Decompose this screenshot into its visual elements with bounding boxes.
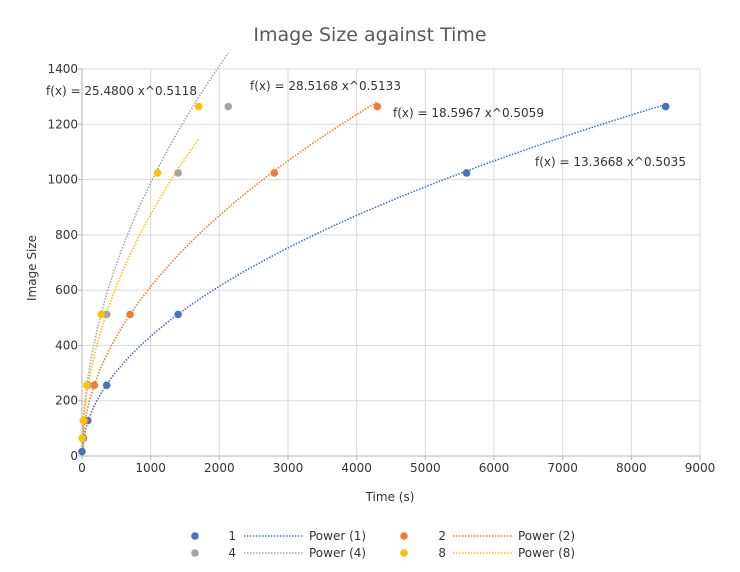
data-point-series-1 — [102, 381, 111, 390]
legend-trend-label-8: Power (8) — [518, 546, 575, 560]
data-point-series-1 — [462, 169, 471, 177]
data-point-series-2 — [126, 310, 134, 319]
data-point-series-4 — [102, 310, 111, 319]
data-point-series-8 — [153, 169, 162, 177]
data-point-series-2 — [270, 169, 279, 177]
chart-title: Image Size against Time — [253, 24, 486, 46]
data-point-series-4 — [174, 169, 182, 177]
y-tick-label: 200 — [55, 394, 78, 408]
legend-label-4: 4 — [228, 546, 236, 560]
trendline-8 — [81, 138, 200, 452]
trend-equation-4: f(x) = 28.5168 x^0.5133 — [250, 79, 401, 93]
legend-label-2: 2 — [438, 529, 446, 543]
trend-equation-2: f(x) = 18.5967 x^0.5059 — [393, 106, 544, 120]
axes — [78, 68, 701, 460]
trendline-2 — [81, 101, 378, 453]
legend-marker-1 — [191, 532, 199, 540]
data-point-series-2 — [90, 381, 99, 390]
tick-labels: 0 1000 2000 3000 4000 5000 6000 7000 8000 9000 0 20… — [47, 62, 715, 475]
legend-marker-2 — [400, 532, 408, 540]
x-tick-label: 4000 — [341, 461, 372, 475]
x-tick-label: 2000 — [204, 461, 235, 475]
x-tick-label: 0 — [78, 461, 86, 475]
y-tick-label: 400 — [55, 338, 78, 352]
trend-equations: f(x) = 13.3668 x^0.5035 f(x) = 18.5967 x^… — [46, 79, 686, 169]
legend-marker-8 — [400, 549, 408, 557]
legend-trend-label-2: Power (2) — [518, 529, 575, 543]
data-point-series-8 — [97, 310, 106, 319]
legend: 1 Power (1) 2 Power (2) 4 Power (4) 8 Power (8) — [191, 529, 575, 560]
data-point-series-4 — [224, 102, 233, 111]
x-tick-label: 6000 — [479, 461, 510, 475]
data-point-series-8 — [194, 102, 203, 111]
trendline-4 — [81, 52, 229, 451]
y-tick-label: 0 — [70, 449, 78, 463]
data-point-series-1 — [174, 310, 182, 319]
trend-equation-1: f(x) = 13.3668 x^0.5035 — [535, 155, 686, 169]
y-axis-label: Image Size — [25, 235, 39, 301]
legend-trend-label-1: Power (1) — [309, 529, 366, 543]
y-tick-label: 1400 — [47, 62, 78, 76]
x-tick-label: 9000 — [685, 461, 716, 475]
x-axis-label: Time (s) — [365, 490, 415, 504]
legend-label-1: 1 — [228, 529, 236, 543]
x-tick-label: 3000 — [273, 461, 304, 475]
x-tick-label: 5000 — [410, 461, 441, 475]
data-point-series-2 — [373, 102, 382, 111]
trendlines — [81, 52, 666, 454]
y-tick-label: 600 — [55, 283, 78, 297]
data-point-series-8 — [83, 381, 91, 390]
y-tick-label: 1000 — [47, 173, 78, 187]
y-tick-label: 800 — [55, 228, 78, 242]
x-tick-label: 1000 — [135, 461, 166, 475]
legend-marker-4 — [191, 549, 199, 557]
legend-label-8: 8 — [438, 546, 446, 560]
gridlines — [82, 68, 701, 456]
data-points — [78, 102, 670, 456]
x-tick-label: 7000 — [547, 461, 578, 475]
y-tick-label: 1200 — [47, 117, 78, 131]
data-point-series-8 — [79, 416, 88, 425]
data-point-series-1 — [78, 447, 86, 456]
trend-equation-8: f(x) = 25.4800 x^0.5118 — [46, 84, 197, 98]
legend-trend-label-4: Power (4) — [309, 546, 366, 560]
data-point-series-1 — [661, 102, 670, 111]
data-point-series-8 — [78, 434, 87, 443]
x-tick-label: 8000 — [616, 461, 647, 475]
